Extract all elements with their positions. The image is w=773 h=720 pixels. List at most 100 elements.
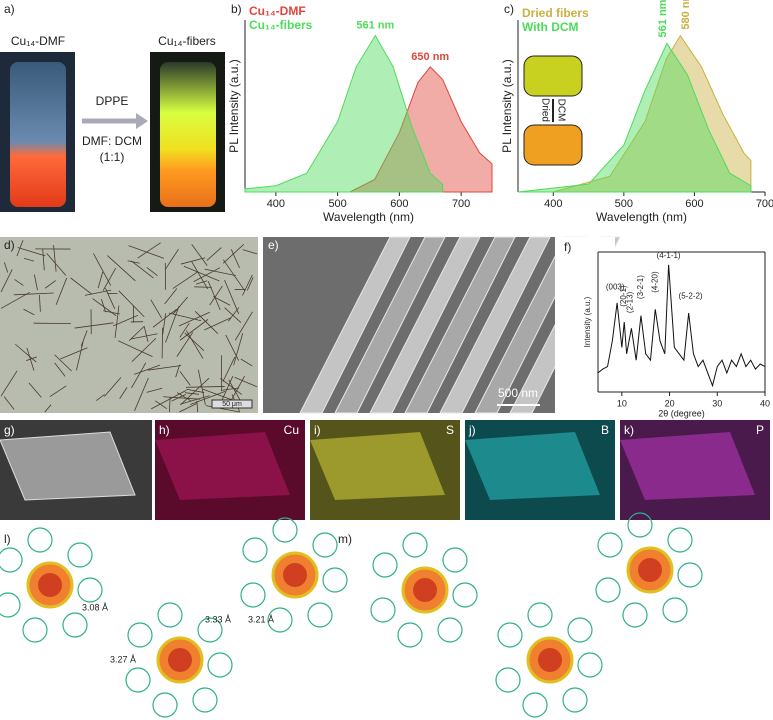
fiber [26,347,35,371]
x-tick-label: 30 [712,398,722,408]
carborane [62,612,88,638]
fiber [17,247,46,257]
fiber [74,322,114,329]
fiber [162,313,167,335]
peak-label: (3-2-1) [636,275,645,299]
fiber [150,299,163,319]
carborane [307,602,333,628]
line [597,264,766,388]
element-label: Cu [284,423,299,437]
carborane [562,687,588,713]
cu-core-inner [413,578,437,602]
legend-entry: Cu₁₄-fibers [249,18,313,32]
rod-map [155,432,290,500]
carborane [402,532,428,558]
vial [10,62,66,207]
x-tick-label: 700 [452,198,470,210]
fiber [46,253,67,276]
fiber [0,291,30,309]
sample-label: Cu₁₄-fibers [158,34,216,48]
carborane [267,607,293,633]
rod [369,236,481,414]
structures: l) m) 3.08 Å 3.27 Å 3.33 Å 3.21 Å [0,512,703,718]
legend-entry: Dried fibers [522,6,589,20]
panel-label: e) [268,238,279,252]
fiber [44,280,57,289]
carborane [595,577,621,603]
x-axis-label: 2θ (degree) [658,408,705,418]
fiber [193,267,221,282]
fiber [190,391,226,405]
carborane [667,527,693,553]
element-label: S [446,423,454,437]
carborane [0,592,21,618]
x-axis-label: Wavelength (nm) [596,210,687,224]
carborane [442,547,468,573]
x-tick-label: 600 [390,198,408,210]
fiber [163,396,201,400]
carborane [662,597,688,623]
fiber [233,333,244,366]
panel-label: d) [4,238,15,252]
panel-label: m) [338,532,352,546]
cu-core-inner [638,558,662,582]
x-tick-label: 400 [544,198,562,210]
fiber [204,317,231,331]
carborane [437,617,463,643]
fiber [178,311,210,327]
sem-cover [555,237,615,413]
fiber [165,248,179,270]
fiber [180,377,210,406]
fiber [114,305,120,338]
fiber [246,277,254,291]
fiber [80,330,88,347]
fiber [204,268,236,276]
fiber [184,332,205,352]
fiber [186,386,225,388]
fiber [202,388,236,402]
fiber [60,347,88,360]
panel-label: l) [4,532,11,546]
fiber [224,279,240,315]
fiber [118,340,153,357]
distance-label: 3.33 Å [205,614,231,624]
element-label: B [601,423,609,437]
area [553,34,752,193]
fiber [93,253,112,286]
fiber [130,260,154,279]
carborane [370,597,396,623]
y-axis-label: Intensity (a.u.) [583,296,592,347]
inset-photo [523,55,583,97]
carborane [207,652,233,678]
fiber [42,248,45,271]
x-tick-label: 40 [760,398,770,408]
x-tick-label: 500 [328,198,346,210]
fiber [134,364,161,375]
panel-label: a) [4,2,15,16]
carborane [452,582,478,608]
carborane [197,617,223,643]
carborane [127,622,153,648]
fiber [207,280,221,311]
legend-entry: Cu₁₄-DMF [249,4,306,18]
fiber [185,330,204,359]
fiber [54,362,66,377]
carborane [0,547,23,573]
area [517,42,752,193]
charts: 400 500 600 700 Wavelength (nm) PL Intensity … [227,0,773,418]
fiber [196,280,208,285]
fiber [102,268,117,291]
fiber [97,271,104,289]
fiber [176,332,194,357]
carborane [192,687,218,713]
fiber [118,290,145,318]
area [349,66,493,193]
fiber [209,285,223,306]
fiber [100,298,107,313]
fiber [155,400,168,410]
fiber [177,392,192,402]
fiber [76,341,84,371]
fiber [180,257,206,265]
peak-label: (5-2-2) [679,292,703,301]
